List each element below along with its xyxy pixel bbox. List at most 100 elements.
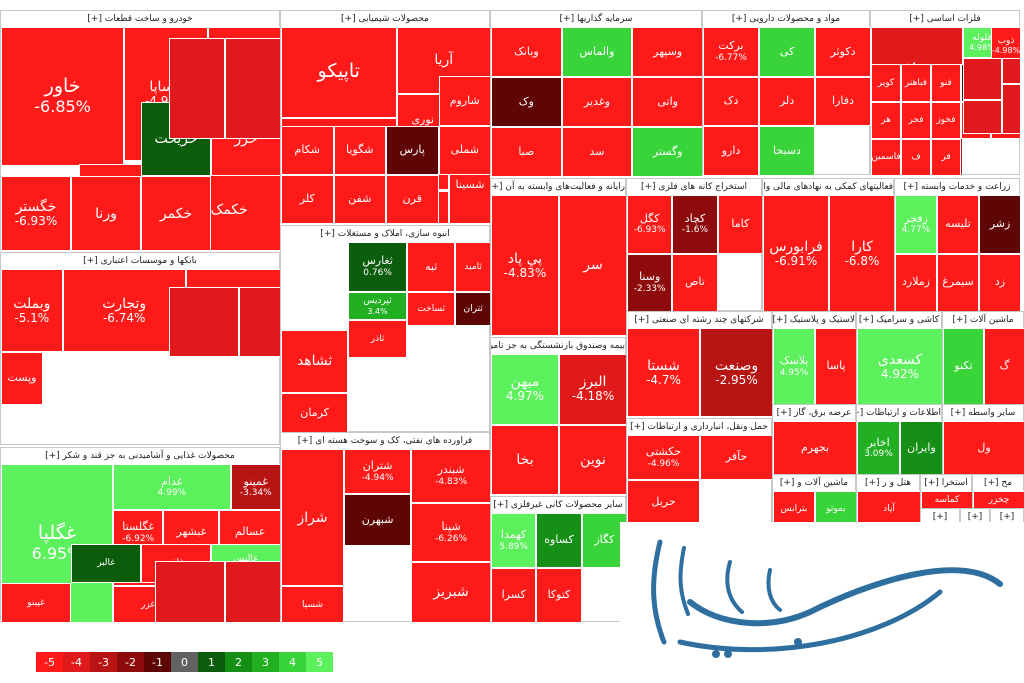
sector-group[interactable]: بیمه وصندوق بازنشستگی به جز تامین اجتماع… bbox=[490, 337, 627, 495]
sector-title[interactable]: اطلاعات و ارتباطات [+] bbox=[857, 405, 941, 421]
sector-title[interactable]: استخراج کانه های فلزی [+] bbox=[627, 179, 761, 195]
sector-group[interactable]: فعالیتهای کمکی به نهادهای مالی واسط [+]ف… bbox=[762, 178, 895, 312]
stock-tile[interactable]: ورنا bbox=[71, 176, 141, 251]
stock-tile[interactable]: والماس bbox=[561, 27, 633, 77]
sector-title[interactable]: سایر محصولات کانی غیرفلزی [+] bbox=[491, 497, 625, 513]
stock-tile[interactable]: حآفر bbox=[700, 435, 773, 480]
stock-tile[interactable]: کویر bbox=[871, 64, 901, 102]
sector-group[interactable]: مواد و محصولات دارویی [+] برکت -6.77% کی دکو… bbox=[702, 10, 871, 176]
stock-tile[interactable]: تلیسه bbox=[937, 195, 979, 254]
stock-tile[interactable]: خاور -6.85% bbox=[1, 27, 125, 166]
sector-group[interactable]: رایانه و فعالیت‌های وابسته به آن [+] پي پ… bbox=[490, 178, 627, 336]
stock-tile[interactable]: قرن bbox=[386, 174, 439, 224]
sector-title[interactable]: مواد و محصولات دارویی [+] bbox=[703, 11, 869, 27]
sector-group[interactable]: استخرا [+] کماسه bbox=[920, 474, 973, 509]
stock-tile[interactable]: دسبحا bbox=[759, 126, 815, 176]
stock-tile[interactable]: وپست bbox=[1, 352, 43, 406]
unlabeled-tile[interactable] bbox=[225, 560, 281, 623]
sector-title[interactable]: بانکها و موسسات اعتباری [+] bbox=[1, 253, 279, 269]
stock-tile[interactable]: وتجارت -6.74% bbox=[62, 269, 186, 353]
sector-title[interactable]: فعالیتهای کمکی به نهادهای مالی واسط [+] bbox=[763, 179, 893, 195]
stock-tile[interactable]: آپاد bbox=[857, 491, 921, 527]
stock-tile[interactable]: فر bbox=[931, 138, 961, 176]
stock-tile[interactable]: کاما bbox=[717, 195, 763, 254]
sector-group[interactable]: فلزات اساسی [+]فولاد-4.24%فلوله4.98%میدک… bbox=[870, 10, 1021, 176]
stock-tile[interactable]: پاسا bbox=[815, 328, 857, 405]
stock-tile[interactable]: البرز -4.18% bbox=[559, 354, 627, 425]
sector-group[interactable]: لاستیک و پلاستیک [+] پلاسک 4.95% پاسا bbox=[772, 311, 857, 405]
stock-tile[interactable]: کچاد -1.6% bbox=[672, 195, 718, 254]
sector-group[interactable]: مح [+] چخزر bbox=[972, 474, 1024, 509]
sector-title[interactable]: سایر واسطه [+] bbox=[943, 405, 1023, 421]
stock-tile[interactable]: بجهرم bbox=[773, 421, 857, 475]
stock-tile[interactable]: شسپا bbox=[281, 586, 344, 623]
stock-tile[interactable]: ثغارس 0.76% bbox=[348, 242, 407, 292]
stock-tile[interactable]: ثساخت bbox=[407, 291, 456, 327]
stock-tile[interactable]: کرمان bbox=[281, 392, 349, 433]
stock-tile[interactable]: سیمرغ bbox=[937, 253, 979, 312]
sector-group[interactable]: خودرو و ساخت قطعات [+]خاور-6.85%خساپا-4.… bbox=[0, 10, 281, 251]
sector-group[interactable]: بانکها و موسسات اعتباری [+] وبملت -5.1% وتج… bbox=[0, 252, 281, 445]
sector-group[interactable]: استخراج کانه های فلزی [+] کگل -6.93% کچاد -1… bbox=[626, 178, 763, 312]
stock-tile[interactable]: غمینو -3.34% bbox=[230, 464, 281, 511]
stock-tile[interactable]: حکشتی -4.96% bbox=[627, 435, 700, 480]
stock-tile[interactable]: چخزر bbox=[973, 491, 1024, 509]
stock-tile[interactable]: شاروم bbox=[438, 76, 491, 126]
stock-tile[interactable]: غالبر bbox=[71, 543, 141, 584]
stock-tile[interactable]: فاسمین bbox=[871, 138, 901, 176]
stock-tile[interactable]: کتوکا bbox=[536, 568, 582, 623]
stock-tile[interactable]: فباهنر bbox=[901, 64, 931, 102]
stock-tile[interactable]: زد bbox=[979, 253, 1021, 312]
stock-tile[interactable]: وبانک bbox=[491, 27, 562, 77]
unlabeled-tile[interactable] bbox=[169, 286, 239, 358]
stock-tile[interactable]: دفارا bbox=[815, 76, 871, 127]
stock-tile[interactable]: کهمدا 5.89% bbox=[491, 513, 537, 568]
stock-tile[interactable]: فنو bbox=[931, 64, 961, 102]
unlabeled-tile[interactable] bbox=[962, 58, 1002, 100]
unlabeled-tile[interactable] bbox=[1001, 83, 1021, 135]
stock-tile[interactable]: پارس bbox=[386, 125, 439, 175]
sector-title[interactable]: ماشین آلات و [+] bbox=[773, 475, 855, 491]
stock-tile[interactable]: کلر bbox=[281, 174, 334, 224]
stock-tile[interactable]: اخابر 3.09% bbox=[857, 421, 900, 475]
sector-title[interactable]: خودرو و ساخت قطعات [+] bbox=[1, 11, 279, 27]
sector-title[interactable]: سرمایه گذاریها [+] bbox=[491, 11, 701, 27]
unlabeled-tile[interactable] bbox=[169, 38, 225, 139]
stock-tile[interactable]: کگل -6.93% bbox=[627, 195, 673, 254]
stock-tile[interactable]: پي پاد -4.83% bbox=[491, 195, 559, 336]
stock-tile[interactable]: تکنو bbox=[943, 328, 984, 405]
stock-tile[interactable]: برکت -6.77% bbox=[703, 27, 759, 77]
stock-tile[interactable]: حریل bbox=[627, 480, 700, 525]
sector-title[interactable]: هتل و ر [+] bbox=[857, 475, 919, 491]
sector-group[interactable]: سایر واسطه [+] ول bbox=[942, 404, 1024, 475]
stock-tile[interactable]: کساوه bbox=[536, 513, 582, 568]
stock-tile[interactable]: دکوثر bbox=[815, 27, 871, 77]
stock-tile[interactable]: وسنا -2.33% bbox=[627, 253, 673, 312]
stock-tile[interactable]: خکمر bbox=[141, 176, 211, 251]
sector-group[interactable]: ماشین آلات [+] تکنو گ bbox=[942, 311, 1024, 405]
sector-title[interactable]: [+] bbox=[991, 509, 1023, 525]
stock-tile[interactable]: شستا -4.7% bbox=[627, 328, 700, 417]
sector-title[interactable]: کاشی و سرامیک [+] bbox=[857, 312, 941, 328]
stock-tile[interactable]: شراز bbox=[281, 449, 344, 587]
stock-tile[interactable]: زملارد bbox=[895, 253, 937, 312]
sector-group[interactable]: شرکتهای چند رشته ای صنعتی [+] شستا -4.7% وص… bbox=[626, 311, 773, 417]
stock-tile[interactable]: شبهرن bbox=[344, 494, 412, 547]
sector-title[interactable]: محصولات شیمیایی [+] bbox=[281, 11, 489, 27]
stock-tile[interactable]: وگستر bbox=[632, 127, 703, 177]
stock-tile[interactable]: شکام bbox=[281, 125, 334, 175]
sector-title[interactable]: [+] bbox=[921, 509, 959, 525]
sector-title[interactable]: بیمه وصندوق بازنشستگی به جز تامین اجتماع… bbox=[491, 338, 625, 354]
stock-tile[interactable]: گ bbox=[984, 328, 1024, 405]
sector-group[interactable]: کاشی و سرامیک [+] کسعدی 4.92% bbox=[856, 311, 943, 405]
unlabeled-tile[interactable] bbox=[225, 38, 281, 139]
sector-group[interactable]: ماشین آلات و [+] بترانس بموتو bbox=[772, 474, 857, 527]
stock-tile[interactable]: زشر bbox=[979, 195, 1021, 254]
sector-title[interactable]: لاستیک و پلاستیک [+] bbox=[773, 312, 855, 328]
sector-group[interactable]: عرضه برق، گاز [+] بجهرم bbox=[772, 404, 857, 475]
stock-tile[interactable]: هر bbox=[871, 101, 901, 139]
stock-tile[interactable]: غدام 4.99% bbox=[113, 464, 231, 511]
unlabeled-tile[interactable] bbox=[962, 100, 1002, 135]
sector-title[interactable]: فراورده های نفتی، کک و سوخت هسته ای [+] bbox=[281, 433, 489, 449]
stock-tile[interactable]: تاص bbox=[672, 253, 718, 312]
